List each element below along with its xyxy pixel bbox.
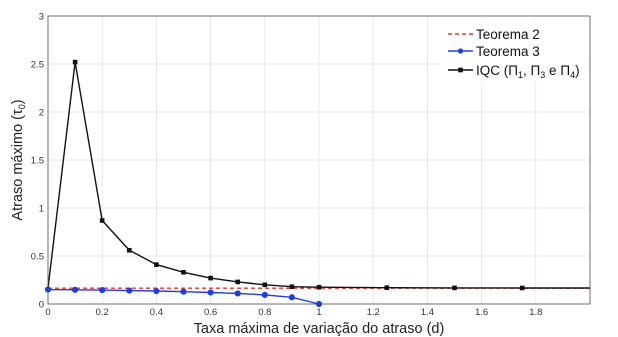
x-tick-label: 0 <box>45 307 50 318</box>
y-axis-label-main: Atraso máximo ( <box>10 115 26 221</box>
x-tick-label: 1.2 <box>367 307 380 318</box>
x-tick-label: 1.4 <box>421 307 434 318</box>
legend-iqc-suffix: ) <box>575 63 580 78</box>
legend-marker-teorema-3 <box>457 48 464 54</box>
data-point-iqc <box>99 218 105 223</box>
data-point-iqc <box>208 275 213 281</box>
legend-entry-teorema-2: Teorema 2 <box>448 27 540 42</box>
y-tick-label: 2 <box>39 108 44 119</box>
series-layer <box>44 59 590 308</box>
plot-frame <box>47 15 591 305</box>
x-tick-label: 0.8 <box>258 307 271 318</box>
x-tick-label: 0.6 <box>204 307 217 318</box>
y-tick-label: 1 <box>39 204 44 215</box>
data-point-iqc <box>384 285 390 290</box>
data-point-iqc <box>316 284 322 290</box>
data-point-iqc <box>519 285 525 291</box>
legend-iqc-prefix: IQC ( <box>476 63 509 78</box>
data-point-teorema-3 <box>234 290 241 297</box>
x-tick-label: 0.4 <box>150 307 163 318</box>
legend-label-teorema-2: Teorema 2 <box>476 27 540 42</box>
legend-iqc-pi1-sub: 1 <box>518 70 523 80</box>
data-point-iqc <box>181 270 186 275</box>
legend-iqc-pi1: Π <box>508 63 518 78</box>
legend-marker-iqc <box>458 67 463 73</box>
legend-box <box>440 18 588 82</box>
y-axis-label: Atraso máximo (τ0) <box>10 99 27 220</box>
data-point-iqc <box>235 279 240 285</box>
data-point-iqc <box>262 282 268 288</box>
tick-labels: 0 0.2 0.4 0.6 0.8 1 1.2 1.4 1.6 1.8 0 0.5 1 1.5 2 2.5 3 <box>31 12 543 319</box>
y-axis-label-close: ) <box>10 99 26 104</box>
data-point-teorema-3 <box>99 286 106 294</box>
x-tick-label: 1 <box>316 307 321 318</box>
data-point-teorema-3 <box>288 294 295 301</box>
data-point-teorema-3 <box>180 288 187 295</box>
data-point-teorema-3 <box>153 287 160 295</box>
data-point-iqc <box>127 247 132 253</box>
data-point-teorema-3 <box>207 289 214 296</box>
data-point-iqc <box>452 285 457 291</box>
legend-label-teorema-3: Teorema 3 <box>476 44 540 59</box>
legend-iqc-sep1: , <box>523 63 531 78</box>
legend-label-iqc: IQC (Π1, Π3 e Π4) <box>476 63 580 80</box>
x-tick-label: 1.8 <box>529 307 542 318</box>
y-tick-label: 1.5 <box>31 156 44 167</box>
data-point-teorema-3 <box>126 287 133 294</box>
data-point-iqc <box>154 262 159 267</box>
y-tick-label: 2.5 <box>31 60 44 71</box>
x-tick-label: 1.6 <box>475 307 488 318</box>
legend-iqc-pi3: Π <box>560 63 570 78</box>
x-tick-label: 0.2 <box>96 307 109 318</box>
x-axis-label: Taxa máxima de variação do atraso (d) <box>194 321 445 337</box>
data-point-iqc <box>289 284 295 290</box>
y-tick-label: 3 <box>39 12 44 23</box>
data-point-iqc <box>72 59 78 65</box>
data-point-teorema-3 <box>261 291 268 298</box>
y-tick-label: 0.5 <box>31 252 44 263</box>
legend-iqc-sep2: e <box>545 63 560 78</box>
legend-iqc-pi2-sub: 3 <box>540 70 545 80</box>
legend-iqc-pi2: Π <box>531 63 541 78</box>
legend: Teorema 2 Teorema 3 IQC (Π1, Π3 e Π4) <box>440 18 588 82</box>
legend-entry-teorema-3: Teorema 3 <box>448 44 540 59</box>
data-point-teorema-3 <box>72 286 79 293</box>
y-tick-label: 0 <box>39 300 44 311</box>
y-axis-label-sub: 0 <box>17 104 27 109</box>
legend-iqc-pi3-sub: 4 <box>570 70 575 80</box>
legend-entry-iqc: IQC (Π1, Π3 e Π4) <box>448 63 580 80</box>
grid <box>48 16 590 304</box>
y-axis-label-tau: τ <box>10 109 26 115</box>
